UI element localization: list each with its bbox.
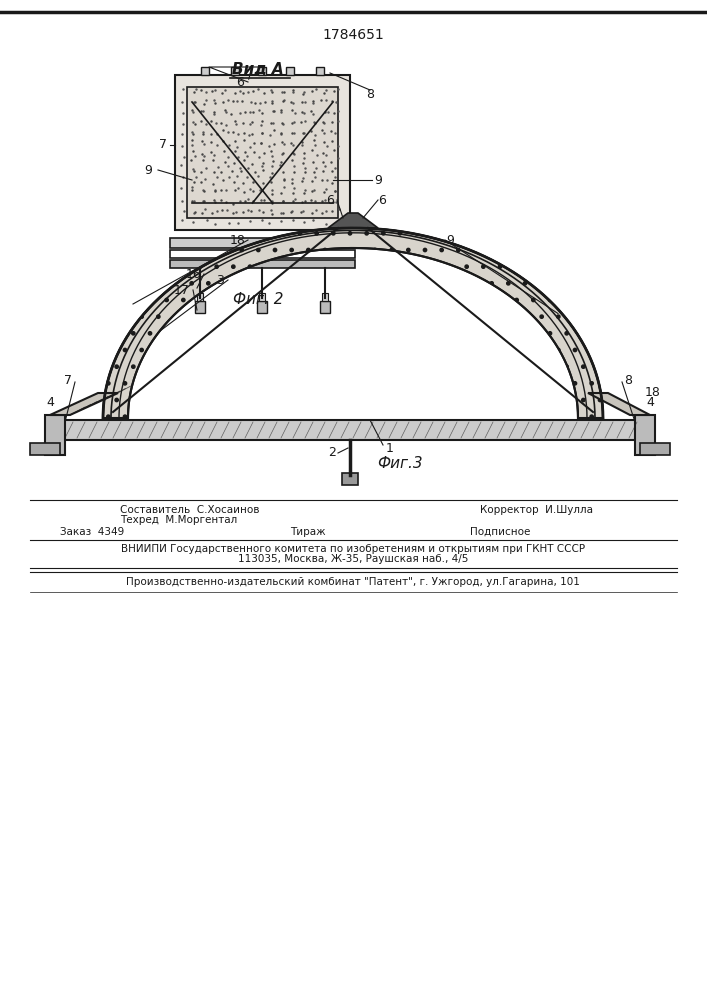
Text: Производственно-издательский комбинат "Патент", г. Ужгород, ул.Гагарина, 101: Производственно-издательский комбинат "П… [126,577,580,587]
Bar [342,473,358,485]
Text: 16: 16 [186,267,202,280]
Text: 6: 6 [236,76,244,89]
Text: Фиг.3: Фиг.3 [378,456,423,471]
FancyBboxPatch shape [187,87,338,218]
Text: 7: 7 [159,138,167,151]
Text: 2: 2 [328,446,336,460]
Bar [195,301,205,313]
Text: 3: 3 [216,273,224,286]
Text: ВНИИПИ Государственного комитета по изобретениям и открытиям при ГКНТ СССР: ВНИИПИ Государственного комитета по изоб… [121,544,585,554]
Polygon shape [103,228,603,418]
Bar [170,250,355,258]
Bar [231,67,239,75]
Text: Фиг. 2: Фиг. 2 [233,292,284,308]
Text: 9: 9 [446,233,454,246]
Text: Подписное: Подписное [470,527,530,537]
Text: 9: 9 [374,174,382,186]
Bar [322,293,328,301]
Bar [258,67,266,75]
Text: 1784651: 1784651 [322,28,384,42]
Bar [45,415,65,455]
Text: 6: 6 [378,194,386,207]
Polygon shape [328,213,378,228]
Text: 17: 17 [174,284,190,296]
Text: Техред  М.Моргентал: Техред М.Моргентал [120,515,238,525]
Bar [257,301,267,313]
Text: 4: 4 [646,395,654,408]
Text: 4: 4 [46,395,54,408]
Text: 18: 18 [230,233,246,246]
Text: Корректор  И.Шулла: Корректор И.Шулла [480,505,593,515]
Bar [286,67,294,75]
FancyBboxPatch shape [175,75,350,230]
Bar [197,293,203,301]
Text: 8: 8 [624,373,632,386]
Text: 7: 7 [64,373,72,386]
Bar [170,260,355,268]
Bar [259,293,265,301]
Text: 6: 6 [326,194,334,207]
Text: 18: 18 [645,385,661,398]
Text: 113035, Москва, Ж-35, Раушская наб., 4/5: 113035, Москва, Ж-35, Раушская наб., 4/5 [238,554,468,564]
Polygon shape [588,393,650,415]
Bar [60,420,640,440]
Bar [635,415,655,455]
Text: Вид А: Вид А [232,62,284,78]
Polygon shape [50,393,118,415]
Bar [30,443,60,455]
Bar [640,443,670,455]
Text: 8: 8 [366,89,374,102]
Text: 9: 9 [144,163,152,176]
Text: Составитель  С.Хосаинов: Составитель С.Хосаинов [120,505,259,515]
Bar [201,67,209,75]
Bar [316,67,324,75]
Text: Тираж: Тираж [290,527,326,537]
Text: 1: 1 [386,442,394,454]
Bar [320,301,330,313]
Text: Заказ  4349: Заказ 4349 [60,527,124,537]
Bar [170,238,355,248]
